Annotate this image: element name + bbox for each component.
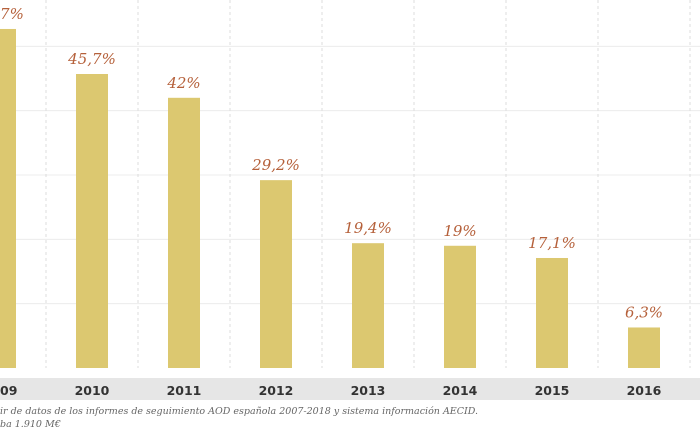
data-label-2013: 19,4% — [344, 219, 392, 237]
bar-2009 — [0, 28, 16, 369]
bar-2016 — [628, 327, 660, 368]
data-label-2016: 6,3% — [625, 303, 663, 321]
data-label-2011: 42% — [166, 74, 200, 92]
bar-2015 — [536, 257, 568, 368]
bar-2012 — [260, 180, 292, 368]
x-tick-label-2009: 2009 — [0, 383, 17, 398]
data-label-2009: 52,7% — [0, 5, 24, 23]
footnote-line-1: ir de datos de los informes de seguimien… — [0, 406, 479, 417]
data-label-2015: 17,1% — [528, 234, 576, 252]
bar-2011 — [168, 97, 200, 368]
source-footnote: ir de datos de los informes de seguimien… — [0, 405, 700, 431]
data-label-2014: 19% — [443, 222, 476, 240]
x-tick-label-2012: 2012 — [259, 383, 294, 398]
x-tick-label-2013: 2013 — [351, 383, 386, 398]
bar-chart: 52,7% 2009 45,7% 2010 42% 2011 29,2% 2012 19,4% 2… — [0, 0, 700, 398]
x-tick-label-2010: 2010 — [75, 383, 110, 398]
bar-2010 — [76, 74, 108, 368]
x-tick-label-2011: 2011 — [167, 383, 202, 398]
x-tick-label-2014: 2014 — [443, 383, 478, 398]
bar-2013 — [352, 243, 384, 368]
x-tick-label-2015: 2015 — [535, 383, 570, 398]
data-label-2010: 45,7% — [67, 50, 116, 68]
bar-2014 — [444, 245, 476, 368]
footnote-line-2: ba 1.910 M€ — [0, 419, 61, 430]
x-axis-band — [0, 378, 700, 400]
data-label-2012: 29,2% — [251, 156, 300, 174]
x-tick-label-2016: 2016 — [627, 383, 662, 398]
